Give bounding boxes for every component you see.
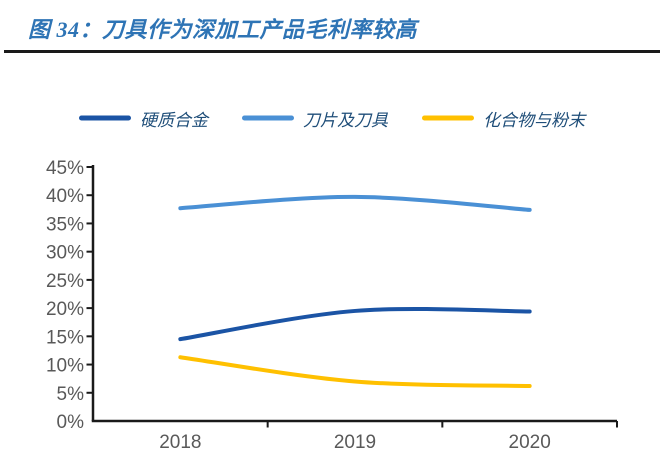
series-line-1: [178, 194, 532, 212]
figure-header: 图 34：刀具作为深加工产品毛利率较高: [0, 0, 664, 42]
y-tick-label: 30%: [46, 243, 84, 264]
legend-item-series-1: 刀片及刀具: [242, 106, 388, 131]
x-tick-label: 2019: [334, 432, 376, 453]
y-tick-label: 10%: [46, 356, 84, 377]
legend-line-swatch: [242, 115, 294, 121]
y-tick-label: 35%: [46, 214, 84, 235]
y-tick-label: 20%: [46, 299, 84, 320]
legend-line-swatch: [422, 115, 474, 121]
y-tick-label: 25%: [46, 271, 84, 292]
line-chart: 0% 5% 10% 15% 20% 25% 30% 35% 40% 45% 2018 2019 2020: [46, 158, 618, 453]
legend-label-series-1: 刀片及刀具: [303, 110, 388, 130]
figure-title: 图 34：刀具作为深加工产品毛利率较高: [28, 17, 418, 42]
y-tick-label: 45%: [46, 158, 84, 179]
series-2-swatch: [422, 115, 474, 121]
legend-label-series-0: 硬质合金: [140, 110, 208, 130]
series-line-2: [178, 355, 532, 389]
x-tick-label: 2020: [509, 432, 551, 453]
y-tick-label: 5%: [57, 384, 85, 405]
x-tick-label: 2018: [159, 432, 201, 453]
legend-item-series-0: 硬质合金: [79, 106, 208, 131]
legend-label-series-2: 化合物与粉末: [483, 110, 585, 130]
chart-legend: 硬质合金 刀片及刀具 化合物与粉末: [0, 105, 664, 131]
title-divider: [4, 50, 660, 53]
series-1-swatch: [242, 115, 294, 121]
y-tick-label: 40%: [46, 186, 84, 207]
y-tick-label: 15%: [46, 327, 84, 348]
legend-line-swatch: [79, 115, 131, 121]
legend-item-series-2: 化合物与粉末: [422, 106, 585, 131]
series-line-0: [178, 307, 532, 342]
series-0-swatch: [79, 115, 131, 121]
y-tick-label: 0%: [57, 412, 85, 433]
